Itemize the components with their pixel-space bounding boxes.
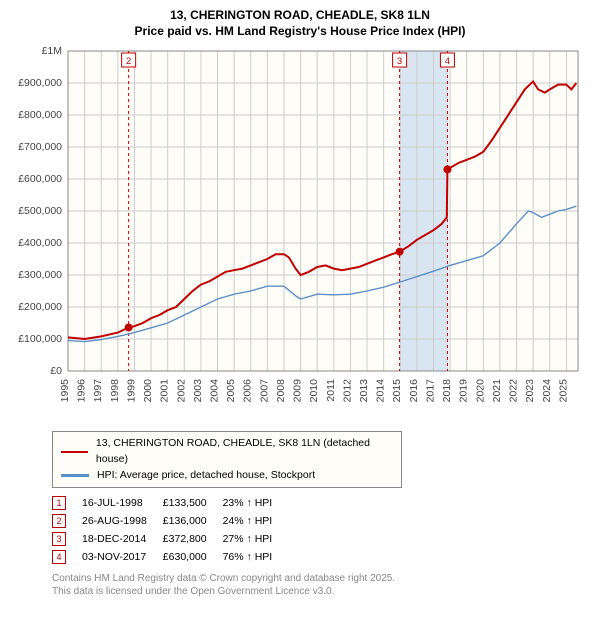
transaction-price: £630,000: [163, 548, 223, 566]
svg-text:£1M: £1M: [42, 45, 62, 57]
svg-text:3: 3: [397, 56, 402, 67]
transaction-marker: 2: [52, 514, 66, 528]
svg-text:1998: 1998: [109, 379, 121, 403]
footer-line-2: This data is licensed under the Open Gov…: [52, 585, 586, 598]
legend-label: 13, CHERINGTON ROAD, CHEADLE, SK8 1LN (d…: [96, 436, 393, 468]
svg-text:2019: 2019: [458, 379, 470, 403]
svg-text:2008: 2008: [275, 379, 287, 403]
transaction-price: £133,500: [163, 494, 223, 512]
svg-text:2013: 2013: [358, 379, 370, 403]
svg-text:2017: 2017: [424, 379, 436, 403]
svg-text:2: 2: [126, 56, 131, 67]
svg-text:2003: 2003: [192, 379, 204, 403]
svg-text:1996: 1996: [76, 379, 88, 403]
svg-text:2024: 2024: [541, 379, 553, 403]
svg-text:2025: 2025: [557, 379, 569, 403]
chart-subtitle: Price paid vs. HM Land Registry's House …: [14, 24, 586, 40]
transaction-date: 18-DEC-2014: [82, 530, 163, 548]
legend: 13, CHERINGTON ROAD, CHEADLE, SK8 1LN (d…: [52, 431, 402, 488]
transaction-date: 16-JUL-1998: [82, 494, 163, 512]
svg-text:£600,000: £600,000: [18, 173, 62, 185]
svg-text:2010: 2010: [308, 379, 320, 403]
transaction-delta: 24% ↑ HPI: [223, 512, 289, 530]
svg-text:2023: 2023: [524, 379, 536, 403]
svg-text:£700,000: £700,000: [18, 141, 62, 153]
transaction-price: £136,000: [163, 512, 223, 530]
legend-swatch: [61, 474, 89, 477]
legend-label: HPI: Average price, detached house, Stoc…: [97, 468, 315, 484]
transactions-table: 1 16-JUL-1998£133,50023% ↑ HPI 2 26-AUG-199…: [52, 494, 288, 566]
legend-item: HPI: Average price, detached house, Stoc…: [61, 468, 393, 484]
svg-text:£300,000: £300,000: [18, 269, 62, 281]
table-row: 3 18-DEC-2014£372,80027% ↑ HPI: [52, 530, 288, 548]
legend-item: 13, CHERINGTON ROAD, CHEADLE, SK8 1LN (d…: [61, 436, 393, 468]
svg-text:2021: 2021: [491, 379, 503, 403]
svg-text:2002: 2002: [175, 379, 187, 403]
transaction-marker: 4: [52, 550, 66, 564]
footer: Contains HM Land Registry data © Crown c…: [52, 572, 586, 598]
svg-text:1997: 1997: [92, 379, 104, 403]
svg-text:2022: 2022: [508, 379, 520, 403]
table-row: 2 26-AUG-1998£136,00024% ↑ HPI: [52, 512, 288, 530]
svg-text:£900,000: £900,000: [18, 77, 62, 89]
svg-text:2018: 2018: [441, 379, 453, 403]
svg-text:£200,000: £200,000: [18, 301, 62, 313]
transaction-delta: 76% ↑ HPI: [223, 548, 289, 566]
svg-text:2011: 2011: [325, 379, 337, 402]
svg-text:4: 4: [445, 56, 450, 67]
svg-text:2015: 2015: [391, 379, 403, 403]
svg-text:2016: 2016: [408, 379, 420, 403]
table-row: 1 16-JUL-1998£133,50023% ↑ HPI: [52, 494, 288, 512]
transaction-price: £372,800: [163, 530, 223, 548]
svg-text:2014: 2014: [375, 379, 387, 403]
footer-line-1: Contains HM Land Registry data © Crown c…: [52, 572, 586, 585]
svg-text:2009: 2009: [292, 379, 304, 403]
svg-text:2000: 2000: [142, 379, 154, 403]
transaction-delta: 23% ↑ HPI: [223, 494, 289, 512]
svg-text:2005: 2005: [225, 379, 237, 403]
transaction-marker: 3: [52, 532, 66, 546]
svg-text:2001: 2001: [159, 379, 171, 403]
svg-text:2012: 2012: [341, 379, 353, 403]
transaction-marker: 1: [52, 496, 66, 510]
svg-text:£500,000: £500,000: [18, 205, 62, 217]
transaction-date: 03-NOV-2017: [82, 548, 163, 566]
svg-text:£0: £0: [50, 365, 62, 377]
legend-swatch: [61, 451, 88, 454]
chart-title: 13, CHERINGTON ROAD, CHEADLE, SK8 1LN: [14, 8, 586, 24]
svg-text:£800,000: £800,000: [18, 109, 62, 121]
svg-text:1999: 1999: [125, 379, 137, 403]
svg-text:1995: 1995: [59, 379, 71, 403]
chart: £0 £100,000 £200,000 £300,000 £400,000 £500,0…: [14, 45, 586, 425]
svg-text:2007: 2007: [258, 379, 270, 403]
table-row: 4 03-NOV-2017£630,00076% ↑ HPI: [52, 548, 288, 566]
svg-text:2004: 2004: [209, 379, 221, 403]
svg-text:2006: 2006: [242, 379, 254, 403]
transaction-date: 26-AUG-1998: [82, 512, 163, 530]
svg-text:2020: 2020: [474, 379, 486, 403]
svg-text:£400,000: £400,000: [18, 237, 62, 249]
transaction-delta: 27% ↑ HPI: [223, 530, 289, 548]
svg-text:£100,000: £100,000: [18, 333, 62, 345]
